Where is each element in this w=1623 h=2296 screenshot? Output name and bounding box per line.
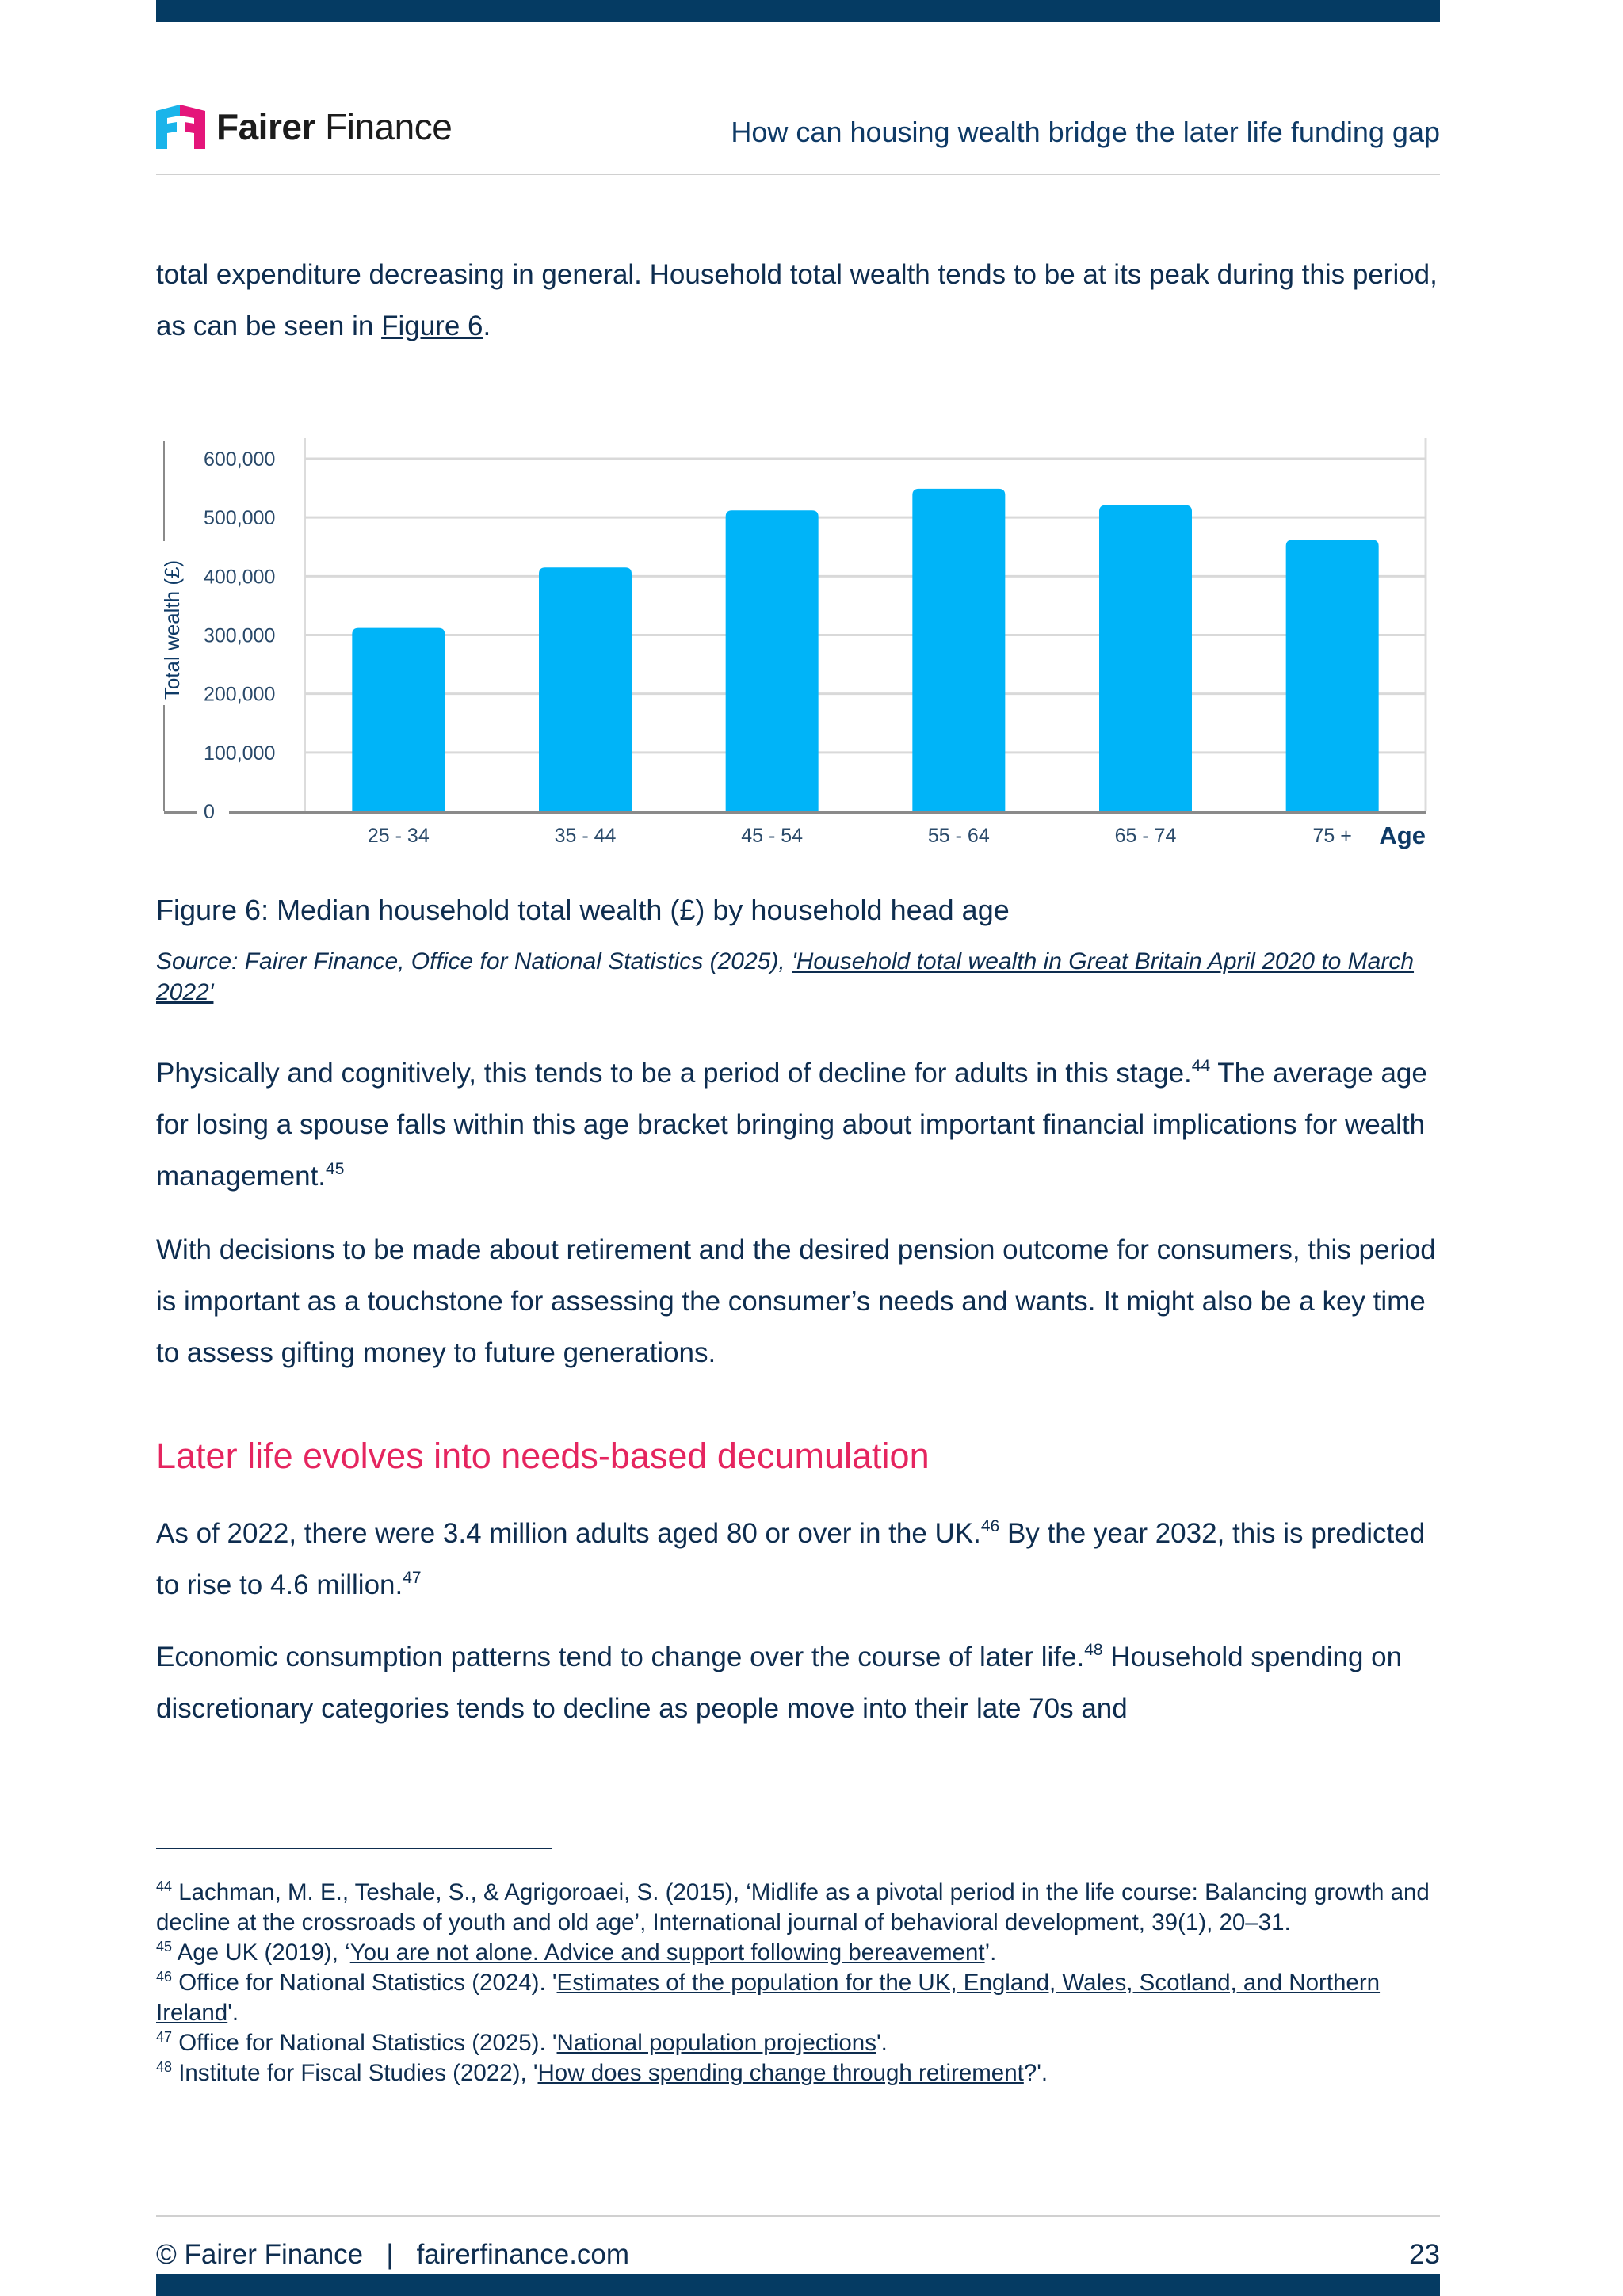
logo-mark-icon bbox=[156, 105, 205, 149]
logo-text: Fairer Finance bbox=[216, 106, 453, 147]
document-title: How can housing wealth bridge the later … bbox=[731, 116, 1440, 148]
x-tick-label: 25 - 34 bbox=[368, 825, 430, 847]
figure-source: Source: Fairer Finance, Office for Natio… bbox=[156, 948, 1415, 1005]
paragraph-decisions: With decisions to be made about retireme… bbox=[156, 1234, 1436, 1368]
x-tick-label: 65 - 74 bbox=[1115, 825, 1177, 847]
source-link[interactable]: 'Household total wealth in Great Britain… bbox=[156, 948, 1415, 1005]
y-tick-label: 300,000 bbox=[204, 625, 275, 647]
footnote-link[interactable]: National population projections bbox=[556, 2030, 876, 2056]
wealth-by-age-chart: 0 100,000 200,000 300,000 400,000 500,000 600,… bbox=[160, 438, 1427, 849]
footnote-46: 46 Office for National Statistics (2024)… bbox=[156, 1969, 1381, 2026]
footnote-48: 48 Institute for Fiscal Studies (2022), … bbox=[156, 2059, 1048, 2086]
footnote-ref[interactable]: 47 bbox=[403, 1569, 422, 1587]
footnote-ref[interactable]: 46 bbox=[980, 1517, 1000, 1535]
y-tick-label: 500,000 bbox=[204, 507, 275, 529]
figure-caption: Figure 6: Median household total wealth … bbox=[156, 894, 1010, 926]
y-tick-label: 200,000 bbox=[204, 684, 275, 706]
y-tick-label: 100,000 bbox=[204, 742, 275, 765]
y-tick-label: 400,000 bbox=[204, 566, 275, 588]
y-tick-label: 600,000 bbox=[204, 448, 275, 471]
figure-6-link[interactable]: Figure 6 bbox=[381, 311, 483, 341]
bar-65-74 bbox=[1099, 505, 1192, 811]
footnote-47: 47 Office for National Statistics (2025)… bbox=[156, 2029, 888, 2056]
bar-75 bbox=[1285, 540, 1379, 811]
footnote-divider bbox=[156, 1848, 552, 1849]
footnotes: 44 Lachman, M. E., Teshale, S., & Agrigo… bbox=[156, 1878, 1444, 2088]
top-banner bbox=[156, 0, 1440, 22]
paragraph-population: As of 2022, there were 3.4 million adult… bbox=[156, 1517, 1426, 1600]
intro-paragraph: total expenditure decreasing in general.… bbox=[156, 259, 1438, 341]
fairer-finance-logo: Fairer Finance bbox=[156, 103, 453, 151]
footnote-ref[interactable]: 44 bbox=[1191, 1057, 1211, 1075]
footnote-link[interactable]: You are not alone. Advice and support fo… bbox=[349, 1939, 985, 1966]
x-tick-label: 45 - 54 bbox=[741, 825, 803, 847]
footnote-44: 44 Lachman, M. E., Teshale, S., & Agrigo… bbox=[156, 1878, 1430, 1936]
x-tick-label: 35 - 44 bbox=[555, 825, 617, 847]
x-axis-title: Age bbox=[1379, 822, 1426, 849]
footnote-link[interactable]: Estimates of the population for the UK, … bbox=[156, 1970, 1381, 2026]
footer-copyright: © Fairer Finance | fairerfinance.com bbox=[156, 2239, 630, 2270]
y-axis-title: Total wealth (£) bbox=[160, 560, 184, 700]
footer-divider bbox=[156, 2215, 1440, 2217]
page-number: 23 bbox=[1409, 2239, 1440, 2270]
footnote-ref[interactable]: 45 bbox=[326, 1160, 345, 1178]
bar-55-64 bbox=[912, 488, 1006, 811]
paragraph-consumption: Economic consumption patterns tend to ch… bbox=[156, 1641, 1403, 1724]
bar-45-54 bbox=[725, 510, 819, 811]
bar-25-34 bbox=[352, 627, 445, 811]
y-tick-label: 0 bbox=[204, 801, 215, 823]
footnote-ref[interactable]: 48 bbox=[1084, 1641, 1103, 1659]
footnote-link[interactable]: How does spending change through retirem… bbox=[537, 2060, 1024, 2086]
footnote-45: 45 Age UK (2019), ‘You are not alone. Ad… bbox=[156, 1939, 997, 1966]
header-divider bbox=[156, 174, 1440, 175]
bottom-banner bbox=[156, 2274, 1440, 2296]
bar-35-44 bbox=[539, 567, 632, 811]
section-heading: Later life evolves into needs-based decu… bbox=[156, 1436, 930, 1476]
x-tick-label: 75 + bbox=[1312, 825, 1351, 847]
x-tick-label: 55 - 64 bbox=[928, 825, 990, 847]
paragraph-decline: Physically and cognitively, this tends t… bbox=[156, 1057, 1427, 1192]
